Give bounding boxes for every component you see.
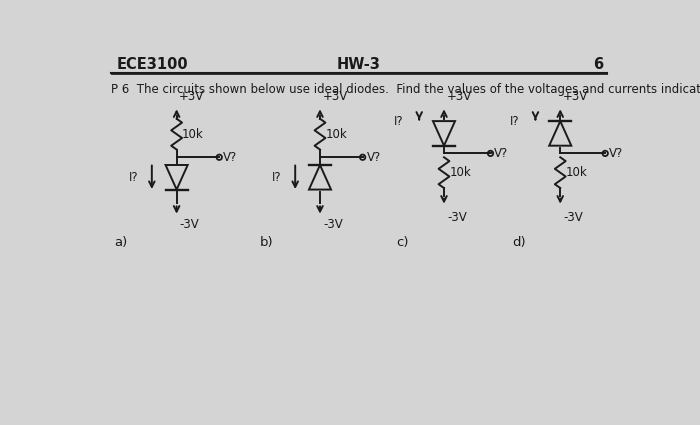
Text: -3V: -3V: [180, 218, 200, 231]
Text: +3V: +3V: [322, 91, 348, 103]
Text: V?: V?: [367, 151, 381, 164]
Text: 10k: 10k: [326, 128, 347, 141]
Text: c): c): [396, 236, 409, 249]
Text: b): b): [260, 236, 273, 249]
Text: -3V: -3V: [447, 211, 467, 224]
Text: ECE3100: ECE3100: [117, 57, 188, 72]
Text: 10k: 10k: [449, 166, 471, 179]
Text: I?: I?: [510, 115, 519, 128]
Text: -3V: -3V: [323, 218, 343, 231]
Text: I?: I?: [393, 115, 403, 128]
Text: V?: V?: [494, 147, 509, 160]
Text: I?: I?: [129, 171, 138, 184]
Text: 10k: 10k: [182, 128, 204, 141]
Text: -3V: -3V: [564, 211, 583, 224]
Text: +3V: +3V: [447, 91, 472, 103]
Text: 10k: 10k: [566, 166, 587, 179]
Text: V?: V?: [223, 151, 237, 164]
Text: 6: 6: [593, 57, 603, 72]
Text: HW-3: HW-3: [337, 57, 381, 72]
Text: V?: V?: [609, 147, 623, 160]
Text: d): d): [512, 236, 526, 249]
Text: +3V: +3V: [179, 91, 204, 103]
Text: I?: I?: [272, 171, 281, 184]
Text: a): a): [115, 236, 128, 249]
Text: +3V: +3V: [563, 91, 588, 103]
Text: P 6  The circuits shown below use ideal diodes.  Find the values of the voltages: P 6 The circuits shown below use ideal d…: [111, 83, 700, 96]
